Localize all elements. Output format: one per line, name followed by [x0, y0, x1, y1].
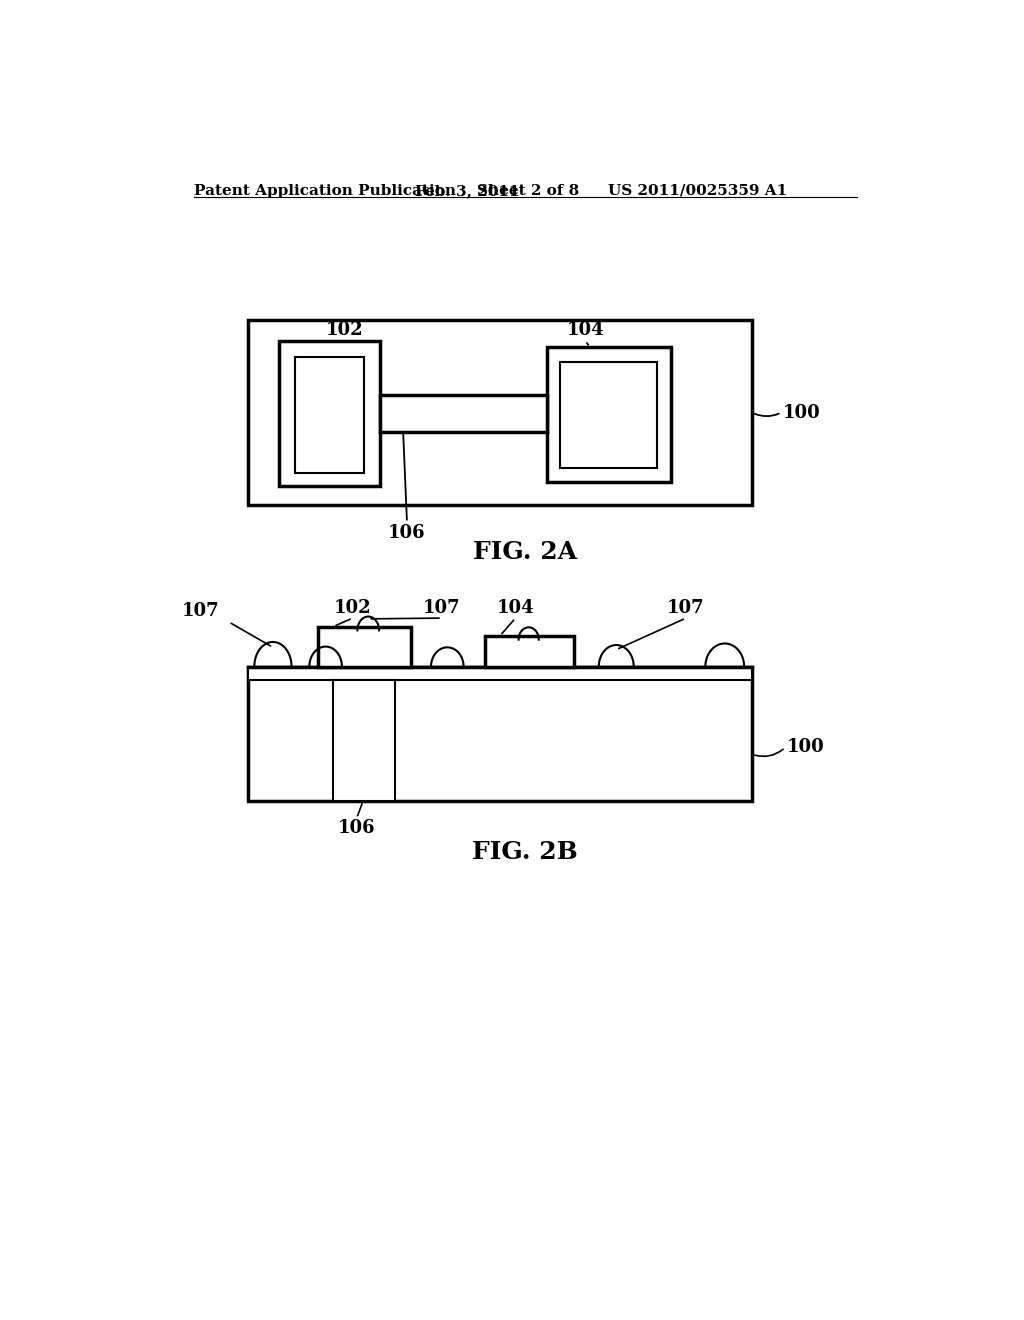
Text: 102: 102: [334, 598, 372, 616]
Text: FIG. 2A: FIG. 2A: [473, 540, 577, 564]
Text: 100: 100: [786, 738, 824, 756]
Bar: [484, 636, 573, 667]
Text: Feb. 3, 2011: Feb. 3, 2011: [415, 183, 519, 198]
Bar: [334, 681, 395, 801]
Text: 107: 107: [668, 598, 705, 616]
Text: 106: 106: [388, 524, 426, 543]
Text: Sheet 2 of 8: Sheet 2 of 8: [477, 183, 579, 198]
Text: US 2011/0025359 A1: US 2011/0025359 A1: [608, 183, 787, 198]
Bar: [248, 667, 752, 681]
Text: 102: 102: [327, 321, 364, 339]
Bar: [248, 667, 752, 801]
Text: 107: 107: [423, 598, 461, 616]
Text: 106: 106: [338, 818, 376, 837]
Text: FIG. 2B: FIG. 2B: [472, 840, 578, 863]
Bar: [380, 395, 547, 432]
Bar: [295, 358, 365, 473]
Text: Patent Application Publication: Patent Application Publication: [194, 183, 456, 198]
Bar: [560, 362, 657, 469]
Text: 104: 104: [566, 321, 604, 339]
Text: 104: 104: [497, 598, 535, 616]
Bar: [248, 321, 752, 506]
Bar: [317, 627, 411, 667]
Text: 100: 100: [783, 404, 820, 421]
Text: 107: 107: [182, 602, 219, 620]
Bar: [280, 341, 380, 486]
Bar: [547, 347, 671, 482]
